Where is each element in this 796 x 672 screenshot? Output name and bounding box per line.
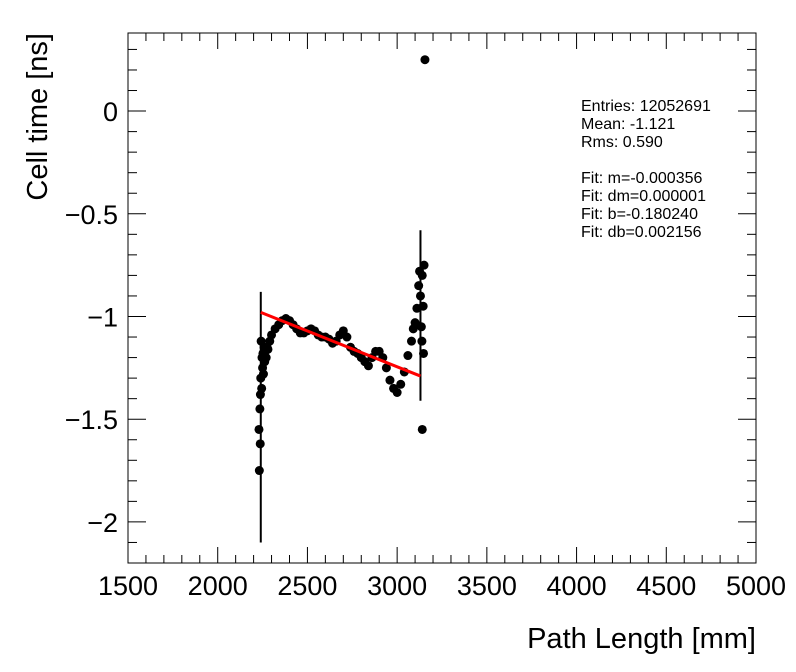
data-point [416,322,426,332]
data-point [254,424,264,434]
y-tick-label: −0.5 [65,200,118,230]
fit-line [260,310,422,378]
data-point [419,260,429,270]
data-point [414,281,424,291]
x-tick-label: 3000 [367,571,427,601]
x-tick-label: 4500 [636,571,696,601]
y-axis: 0 −0.5 −1 −1.5 −2 [65,48,756,564]
x-tick-label: 1500 [98,571,158,601]
x-tick-label: 5000 [726,571,786,601]
stats-rms: Rms: 0.590 [581,134,663,151]
data-point [363,361,373,371]
y-tick-label: −2 [87,508,118,538]
x-axis: 1500 2000 2500 3000 3500 4000 4500 5000 [98,33,786,601]
data-point [417,270,427,280]
stats-spacer [581,152,711,170]
data-point [257,383,267,393]
data-point [342,332,352,342]
x-tick-label: 2500 [277,571,337,601]
x-axis-title: Path Length [mm] [527,623,756,655]
data-point [396,379,406,389]
data-point [406,336,416,346]
data-point [392,387,402,397]
stats-fit-b: Fit: b=-0.180240 [581,206,698,223]
stats-fit-m: Fit: m=-0.000356 [581,170,703,187]
plot-frame [127,32,757,564]
y-axis-title: Cell time [ns] [22,33,54,201]
data-point [261,353,271,363]
x-tick-label: 3500 [457,571,517,601]
data-point [263,344,273,354]
stats-fit-dm: Fit: dm=0.000001 [581,188,706,205]
data-point [255,439,265,449]
y-tick-label: 0 [103,97,118,127]
stats-entries: Entries: 12052691 [581,98,711,115]
x-tick-label: 2000 [188,571,248,601]
data-point [381,363,391,373]
error-bars [259,230,422,543]
y-tick-label: −1.5 [65,405,118,435]
data-point [255,404,265,414]
data-point [258,369,268,379]
data-point [415,291,425,301]
stats-mean: Mean: -1.121 [581,116,676,133]
data-point [419,348,429,358]
data-point [417,336,427,346]
x-tick-label: 4000 [547,571,607,601]
data-point [420,55,430,65]
stats-box: Entries: 12052691 Mean: -1.121 Rms: 0.59… [581,98,711,242]
data-point [403,351,413,361]
y-tick-label: −1 [87,302,118,332]
data-point [418,301,428,311]
data-point [254,466,264,476]
stats-fit-db: Fit: db=0.002156 [581,224,702,241]
data-points [254,55,430,476]
data-point [417,424,427,434]
data-point [385,375,395,385]
